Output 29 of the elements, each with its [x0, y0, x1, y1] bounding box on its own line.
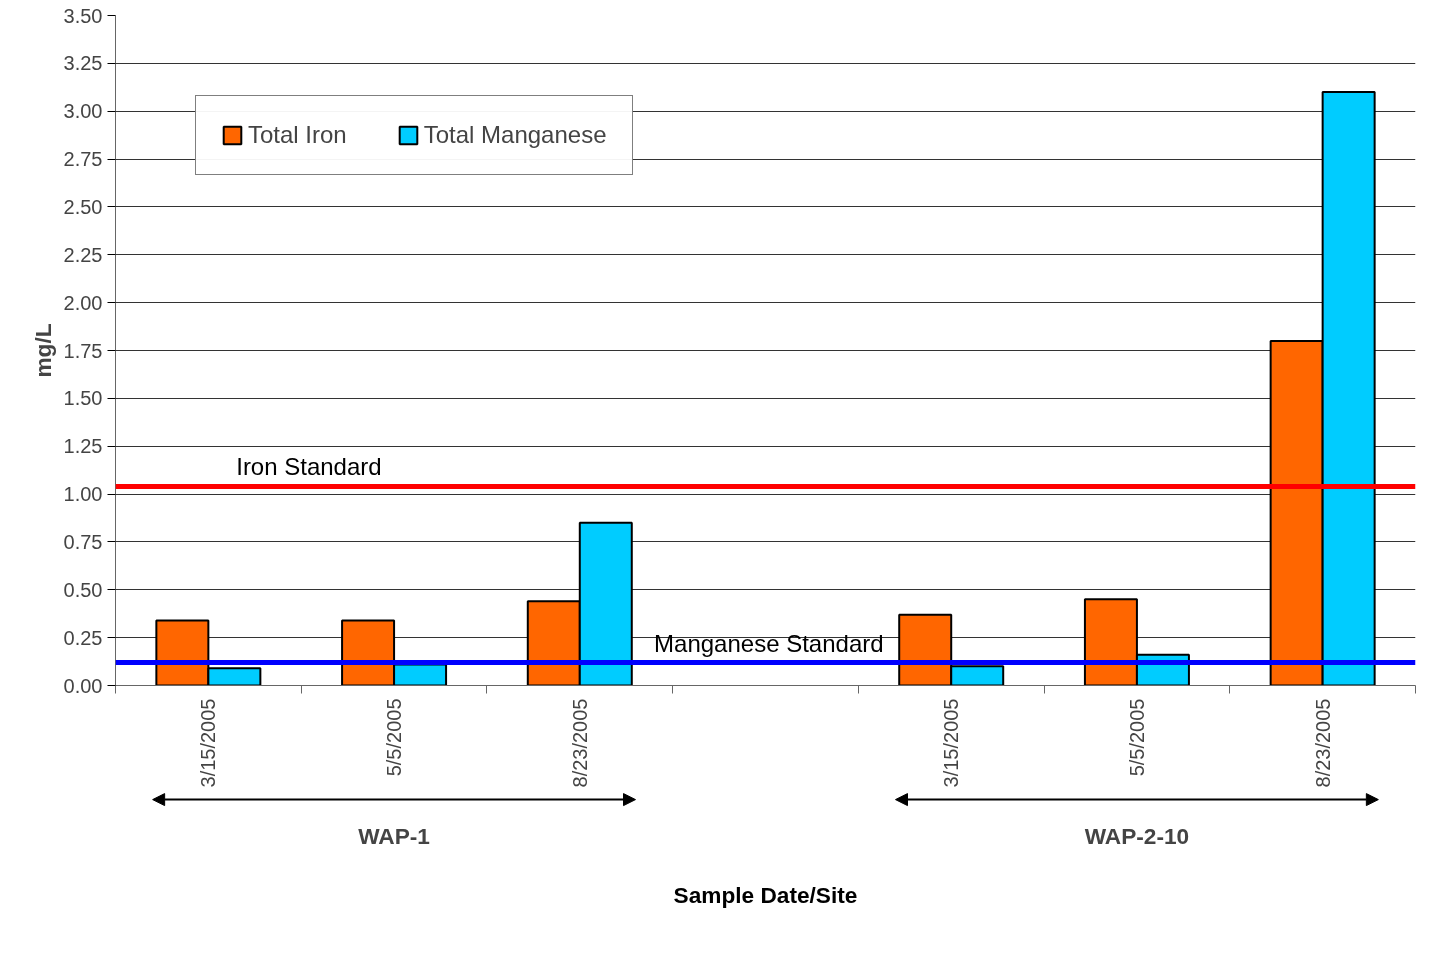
- x-tick-label: 5/5/2005: [383, 698, 406, 777]
- y-tick-label: 2.25: [63, 243, 103, 266]
- y-tick-label: 3.25: [63, 52, 103, 75]
- y-tick-label: 0.75: [63, 530, 103, 553]
- x-tick-label: 8/23/2005: [1311, 698, 1334, 788]
- ref-line-label: Iron Standard: [236, 453, 382, 481]
- y-tick-label: 2.00: [63, 291, 103, 314]
- text: WAP-2-10: [1084, 823, 1190, 849]
- x-tick-label: 3/15/2005: [940, 698, 963, 788]
- y-tick-label: 1.25: [63, 435, 103, 458]
- legend-label: Total Manganese: [423, 121, 607, 149]
- ref-line-label: Manganese Standard: [654, 629, 884, 657]
- y-tick-label: 0.25: [63, 626, 103, 649]
- x-axis-title: Sample Date/Site: [673, 881, 858, 908]
- x-tick-label: 8/23/2005: [568, 698, 591, 788]
- y-tick-label: 1.00: [63, 483, 103, 506]
- y-tick-label: 0.00: [63, 674, 103, 697]
- text: WAP-1: [358, 823, 430, 849]
- y-tick-label: 1.50: [63, 387, 103, 410]
- y-tick-label: 2.50: [63, 195, 103, 218]
- legend-label: Total Iron: [248, 121, 347, 149]
- y-tick-label: 3.50: [63, 4, 103, 27]
- x-tick-label: 3/15/2005: [197, 698, 220, 788]
- y-tick-label: 2.75: [63, 148, 103, 171]
- x-tick-label: 5/5/2005: [1125, 698, 1148, 777]
- y-tick-label: 1.75: [63, 339, 103, 362]
- y-axis-title: mg/L: [29, 323, 56, 378]
- y-tick-label: 0.50: [63, 578, 103, 601]
- y-tick-label: 3.00: [63, 100, 103, 123]
